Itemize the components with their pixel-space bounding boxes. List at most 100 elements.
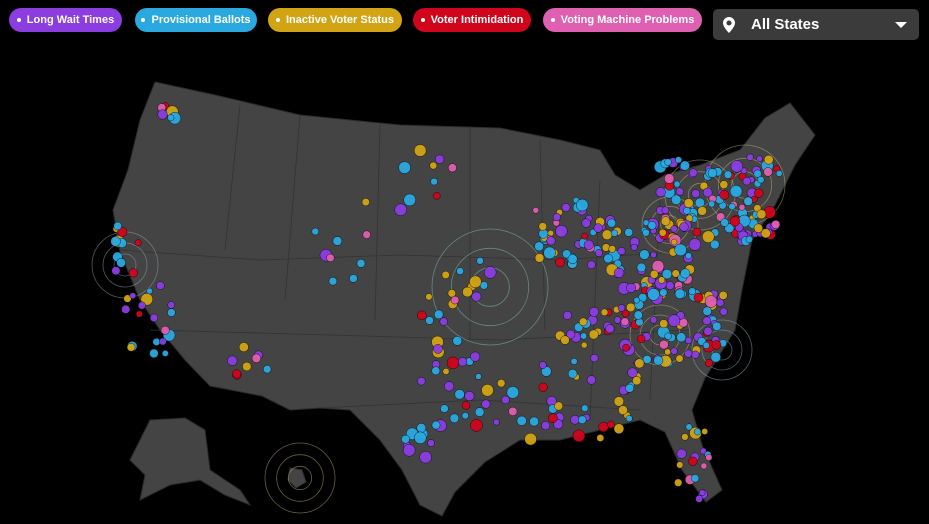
- report-dot: [630, 243, 638, 251]
- report-dot: [394, 203, 407, 217]
- report-dot: [401, 434, 410, 444]
- report-dot: [670, 238, 678, 246]
- report-dot: [449, 413, 460, 423]
- report-dot: [516, 415, 527, 426]
- report-dot: [701, 428, 709, 435]
- pin-icon: [723, 16, 735, 33]
- report-dot: [676, 461, 684, 469]
- report-dot: [691, 350, 700, 359]
- report-dot: [475, 373, 482, 380]
- report-dot: [671, 194, 682, 205]
- report-dot: [328, 277, 338, 286]
- report-dot: [586, 375, 597, 385]
- report-dot: [679, 222, 689, 232]
- report-dot: [659, 288, 668, 297]
- report-dot: [156, 281, 165, 290]
- ring: [691, 319, 753, 381]
- report-dot: [702, 341, 710, 349]
- report-dot: [539, 361, 547, 369]
- report-dot: [116, 258, 126, 268]
- report-dot: [137, 301, 146, 310]
- report-dot: [135, 310, 143, 318]
- report-dot: [159, 337, 167, 346]
- report-dot: [167, 301, 175, 309]
- report-dot: [670, 225, 678, 233]
- report-dot: [649, 316, 658, 324]
- report-dot: [690, 474, 700, 483]
- filter-pill[interactable]: Long Wait Times: [9, 8, 122, 32]
- report-dot: [608, 245, 616, 253]
- filter-pill[interactable]: Inactive Voter Status: [268, 8, 402, 32]
- report-dot: [683, 198, 694, 208]
- report-dot: [710, 352, 721, 363]
- report-dot: [232, 369, 242, 379]
- report-dot: [694, 197, 705, 208]
- report-dot: [667, 314, 681, 327]
- report-dot: [753, 223, 764, 233]
- report-dot: [461, 412, 469, 420]
- report-dot: [110, 236, 121, 247]
- report-dot: [534, 241, 544, 252]
- report-dot: [497, 379, 506, 388]
- report-dot: [532, 207, 539, 214]
- report-dot: [450, 295, 460, 305]
- report-dot: [593, 223, 603, 233]
- report-dot: [167, 114, 175, 122]
- report-dot: [680, 268, 691, 279]
- report-dot: [626, 302, 636, 313]
- report-dot: [675, 354, 684, 363]
- report-dot: [561, 203, 571, 212]
- report-dot: [588, 329, 599, 340]
- report-dot: [553, 419, 564, 430]
- report-dot: [157, 109, 168, 120]
- report-dot: [126, 343, 136, 352]
- report-dot: [238, 342, 249, 352]
- state-select[interactable]: All States: [713, 9, 919, 40]
- filter-pill[interactable]: Voter Intimidation: [413, 8, 531, 32]
- report-dot: [642, 355, 652, 364]
- state-select-label: All States: [751, 16, 820, 33]
- report-dot: [433, 192, 441, 200]
- report-dot: [572, 429, 586, 442]
- report-dot: [435, 154, 445, 164]
- report-dot: [403, 193, 416, 207]
- report-dot: [538, 222, 547, 231]
- report-dot: [634, 358, 645, 369]
- report-dot: [659, 319, 669, 329]
- report-dot: [670, 347, 678, 355]
- report-dot: [613, 267, 625, 279]
- report-dot: [618, 405, 628, 415]
- report-dot: [121, 304, 131, 314]
- report-dot: [702, 306, 712, 316]
- land: [112, 81, 816, 517]
- report-dot: [659, 339, 669, 350]
- report-dot: [621, 309, 630, 318]
- filter-pill[interactable]: Voting Machine Problems: [543, 8, 702, 32]
- report-dot: [775, 170, 783, 177]
- filter-pill[interactable]: Provisional Ballots: [135, 8, 257, 32]
- filter-label: Voting Machine Problems: [560, 14, 695, 26]
- report-dot: [763, 154, 774, 165]
- report-dot: [694, 428, 702, 436]
- report-dot: [583, 239, 594, 250]
- report-dot: [746, 153, 754, 161]
- report-dot: [461, 401, 471, 410]
- report-dot: [481, 384, 494, 397]
- report-dot: [446, 356, 460, 370]
- report-dot: [128, 268, 138, 278]
- ring: [113, 253, 137, 277]
- report-dot: [474, 407, 485, 417]
- report-dot: [441, 270, 450, 279]
- report-dot: [613, 423, 625, 434]
- report-dot: [625, 415, 633, 422]
- report-dot: [146, 287, 153, 295]
- report-dot: [538, 382, 548, 392]
- report-dot: [563, 310, 572, 320]
- report-dot: [492, 418, 500, 426]
- report-dot: [647, 288, 660, 301]
- report-dot: [691, 189, 701, 198]
- report-dot: [431, 366, 441, 376]
- report-dot: [567, 254, 578, 265]
- report-dot: [647, 221, 657, 230]
